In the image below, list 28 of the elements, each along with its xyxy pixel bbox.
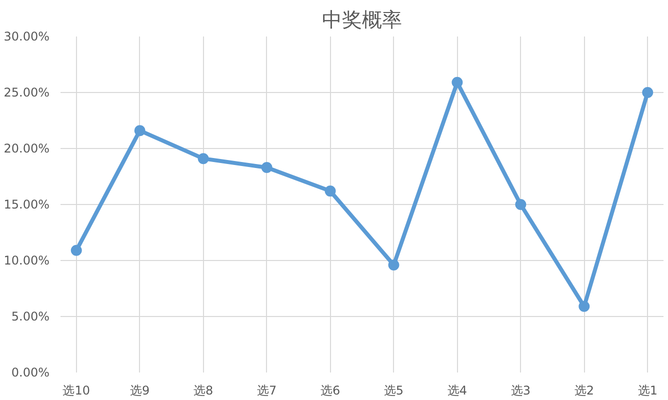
y-tick-label: 5.00% [11,310,50,324]
point [515,199,526,210]
x-tick-label: 选5 [384,384,404,398]
x-tick-label: 选9 [130,384,150,398]
point [578,300,590,312]
y-tick-label: 15.00% [4,198,50,212]
x-tick-label: 选3 [510,384,531,398]
x-tick-label: 选8 [194,384,214,398]
x-tick-label: 选6 [320,384,340,398]
chart-title: 中奖概率 [322,8,402,32]
point [452,76,463,88]
point [198,153,209,164]
y-tick-label: 25.00% [4,86,50,100]
x-tick-label: 选10 [62,384,90,398]
point [70,244,82,256]
point [324,186,336,197]
x-tick-label: 选4 [447,384,468,398]
point [134,125,146,136]
y-tick-label: 20.00% [4,142,50,156]
y-tick-label: 30.00% [4,30,50,44]
point [388,259,400,270]
x-tick-label: 选2 [574,384,594,398]
y-tick-label: 10.00% [4,254,50,268]
point [642,87,654,98]
point [261,162,272,174]
x-tick-label: 选7 [256,384,277,398]
y-tick-label: 0.00% [11,366,50,380]
x-tick-label: 选1 [638,384,658,398]
